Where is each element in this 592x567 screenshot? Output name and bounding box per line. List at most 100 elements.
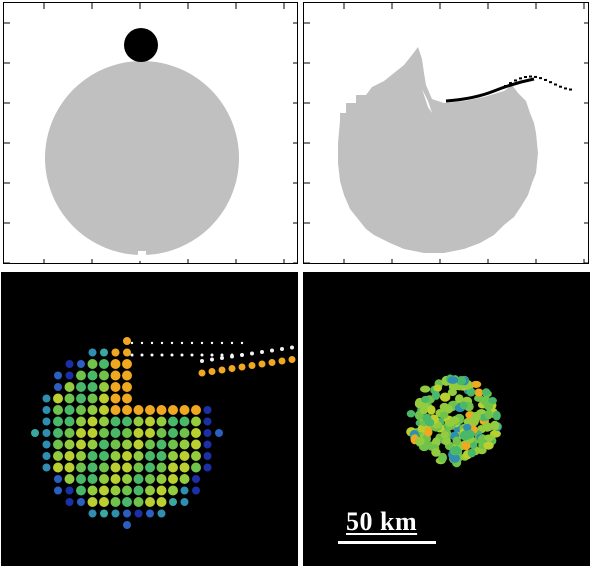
- particle: [228, 365, 236, 372]
- particle: [488, 397, 497, 405]
- particle: [133, 497, 144, 507]
- particle: [168, 416, 178, 427]
- particle: [76, 462, 86, 473]
- particle: [179, 428, 190, 438]
- particle: [160, 341, 164, 345]
- particle: [31, 429, 39, 437]
- particle: [122, 439, 132, 450]
- particle: [145, 497, 155, 507]
- particle: [439, 411, 449, 419]
- particle: [210, 357, 214, 362]
- particle: [169, 498, 177, 506]
- particle: [133, 439, 144, 450]
- particle: [230, 353, 234, 357]
- particle: [123, 348, 131, 357]
- particle: [76, 439, 86, 450]
- particle: [110, 439, 121, 450]
- particle: [77, 360, 85, 368]
- particle: [133, 416, 144, 427]
- particle: [42, 394, 51, 403]
- particle: [99, 497, 109, 507]
- particle: [87, 497, 98, 507]
- particle: [179, 462, 190, 473]
- particle: [168, 439, 178, 450]
- particle: [474, 388, 484, 397]
- particle: [122, 497, 132, 507]
- axis-ticks: [4, 3, 297, 263]
- ejecta-fragment: [519, 77, 522, 80]
- particle: [427, 405, 436, 415]
- particle: [134, 509, 143, 518]
- particle: [156, 497, 167, 507]
- particle: [133, 485, 144, 496]
- particle: [87, 370, 98, 381]
- particle: [87, 382, 98, 392]
- particle: [111, 509, 120, 518]
- particle: [248, 362, 256, 369]
- particle: [64, 439, 75, 450]
- particle: [288, 356, 296, 363]
- crack: [422, 89, 432, 113]
- particle: [192, 475, 200, 483]
- particle: [77, 498, 85, 506]
- axis-ticks: [304, 3, 588, 263]
- particle: [122, 428, 132, 438]
- particle: [64, 382, 75, 392]
- particle: [54, 383, 62, 391]
- particle: [200, 353, 204, 357]
- particle: [406, 409, 416, 418]
- deformed-target: [338, 47, 538, 253]
- particle: [482, 422, 492, 432]
- particle: [145, 462, 155, 473]
- particle: [198, 369, 206, 377]
- particle: [179, 416, 190, 427]
- particle: [270, 348, 274, 353]
- particle: [490, 420, 500, 431]
- particle: [76, 416, 86, 427]
- particle: [99, 428, 109, 438]
- particle: [483, 441, 494, 450]
- particle: [210, 353, 214, 357]
- particle: [133, 462, 144, 473]
- particle: [65, 360, 74, 368]
- particle: [64, 393, 75, 404]
- particle: [122, 485, 132, 496]
- particle: [99, 359, 109, 369]
- particle: [168, 428, 178, 438]
- particle: [88, 509, 97, 518]
- ejecta-fragment: [554, 83, 557, 86]
- particle: [110, 462, 121, 473]
- particle: [133, 451, 144, 461]
- particle: [250, 351, 254, 356]
- particle: [238, 363, 246, 371]
- ejecta-fragment: [569, 88, 572, 91]
- particle: [191, 405, 201, 415]
- particle: [133, 474, 144, 484]
- particle: [122, 405, 132, 415]
- particle: [456, 375, 467, 386]
- particle: [99, 405, 109, 415]
- panel-impact: [303, 2, 589, 264]
- particle: [160, 353, 164, 357]
- particle: [220, 356, 224, 360]
- particle: [53, 451, 63, 461]
- particle: [54, 475, 62, 483]
- particle: [179, 439, 190, 450]
- scale-bar: [338, 541, 436, 544]
- particle: [168, 462, 178, 473]
- particle: [145, 451, 155, 461]
- particle: [192, 486, 200, 495]
- ejecta-fragment: [504, 85, 507, 87]
- particle: [87, 485, 98, 496]
- particle: [156, 439, 167, 450]
- panel-reaccumulated: 50 km: [303, 272, 590, 566]
- particle: [442, 404, 454, 414]
- particle: [54, 486, 62, 495]
- particle: [240, 353, 244, 357]
- particle: [99, 382, 109, 392]
- particle: [290, 345, 294, 350]
- particle: [76, 382, 86, 392]
- scale-bar-label: 50 km: [346, 507, 418, 536]
- particle: [122, 416, 132, 427]
- reaccumulated-plot: [406, 374, 502, 468]
